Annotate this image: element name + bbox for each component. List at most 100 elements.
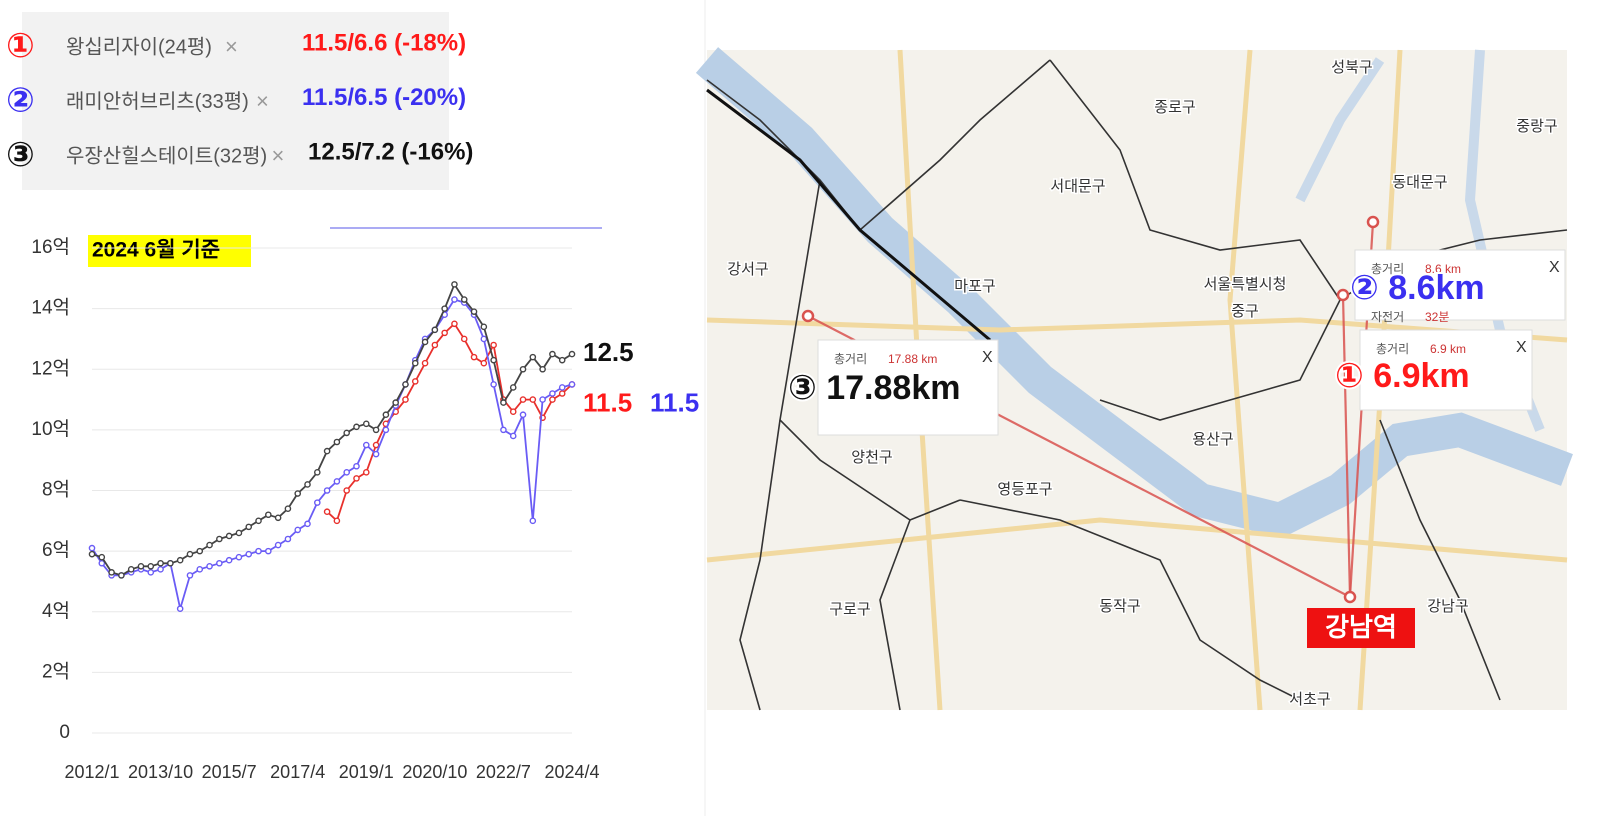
- point: [186, 572, 194, 579]
- y-tick-label: 16억: [31, 236, 70, 258]
- point: [451, 281, 458, 288]
- point: [421, 338, 429, 346]
- point: [343, 469, 350, 476]
- point: [245, 550, 253, 558]
- popup-value: 8.6 km: [1425, 262, 1461, 276]
- point: [343, 429, 350, 437]
- popup-headline: ① 6.9km: [1335, 357, 1470, 395]
- y-tick-label: 8억: [42, 479, 70, 501]
- point: [265, 547, 272, 555]
- point: [529, 517, 537, 525]
- point: [186, 550, 194, 558]
- point: [451, 296, 458, 303]
- point: [549, 350, 556, 358]
- point: [431, 341, 439, 349]
- point: [235, 553, 243, 561]
- point: [519, 396, 527, 403]
- y-tick-label: 10억: [31, 418, 70, 440]
- point: [362, 420, 370, 428]
- point: [480, 359, 488, 367]
- point: [490, 381, 497, 388]
- point: [216, 559, 223, 567]
- point: [314, 469, 321, 476]
- point: [127, 566, 135, 573]
- point: [88, 544, 96, 552]
- title-box: [88, 235, 251, 267]
- point: [333, 517, 341, 525]
- point: [480, 323, 488, 331]
- point: [441, 305, 448, 312]
- map-label: 동작구: [1099, 598, 1140, 615]
- route-point: [801, 309, 815, 323]
- legend-close[interactable]: ×: [256, 88, 269, 113]
- point: [549, 390, 556, 397]
- point: [490, 356, 497, 364]
- point: [304, 481, 311, 488]
- legend-box: [22, 12, 449, 190]
- point: [304, 520, 311, 528]
- point: [568, 381, 576, 388]
- point: [255, 517, 262, 525]
- x-tick-label: 2019/1: [339, 762, 394, 782]
- point: [519, 365, 527, 373]
- point: [509, 384, 517, 391]
- point: [362, 441, 370, 449]
- legend-close[interactable]: ×: [225, 34, 238, 59]
- y-tick-label: 6억: [42, 539, 70, 561]
- point: [118, 572, 125, 579]
- point: [451, 320, 458, 328]
- point: [196, 566, 204, 573]
- map-label: 서울특별시청: [1204, 276, 1287, 293]
- y-tick-label: 4억: [42, 600, 70, 622]
- point: [353, 423, 360, 431]
- point: [402, 396, 409, 403]
- map-label: 서대문구: [1050, 178, 1105, 195]
- point: [539, 396, 546, 403]
- point: [431, 326, 439, 334]
- point: [558, 390, 566, 397]
- point: [225, 556, 233, 564]
- point: [402, 381, 409, 388]
- point: [88, 550, 96, 558]
- point: [137, 562, 145, 570]
- point: [323, 447, 331, 455]
- point: [470, 353, 478, 361]
- route-point: [1366, 215, 1380, 229]
- x-tick-label: 2024/4: [544, 762, 599, 782]
- point: [196, 547, 204, 555]
- destination-box: [1307, 608, 1415, 648]
- popup-close[interactable]: X: [982, 349, 993, 366]
- popup-key: 총거리: [1371, 262, 1404, 276]
- point: [529, 353, 537, 361]
- legend-note: 11.5/6.6 (-18%): [302, 29, 466, 56]
- point: [500, 426, 507, 434]
- destination-point: [1343, 590, 1357, 604]
- point: [372, 426, 380, 434]
- map-label: 마포구: [954, 278, 995, 295]
- map-label: 중구: [1231, 303, 1259, 320]
- x-tick-label: 2015/7: [202, 762, 257, 782]
- legend-marker: ③: [6, 136, 35, 174]
- point: [206, 541, 213, 549]
- x-tick-label: 2017/4: [270, 762, 325, 782]
- popup-close[interactable]: X: [1549, 259, 1560, 276]
- popup-close[interactable]: X: [1516, 339, 1527, 356]
- legend-close[interactable]: ×: [272, 143, 285, 168]
- point: [460, 335, 468, 343]
- point: [500, 399, 507, 406]
- point: [519, 411, 527, 419]
- legend-note: 11.5/6.5 (-20%): [302, 84, 466, 111]
- point: [147, 562, 155, 570]
- point: [284, 535, 292, 543]
- point: [274, 514, 282, 522]
- point: [108, 569, 115, 576]
- legend-marker: ②: [6, 81, 35, 119]
- popup: [1354, 249, 1566, 321]
- point: [470, 308, 478, 315]
- point: [176, 556, 184, 564]
- point: [558, 356, 566, 364]
- point: [372, 450, 380, 458]
- popup-value: 17.88 km: [888, 352, 937, 366]
